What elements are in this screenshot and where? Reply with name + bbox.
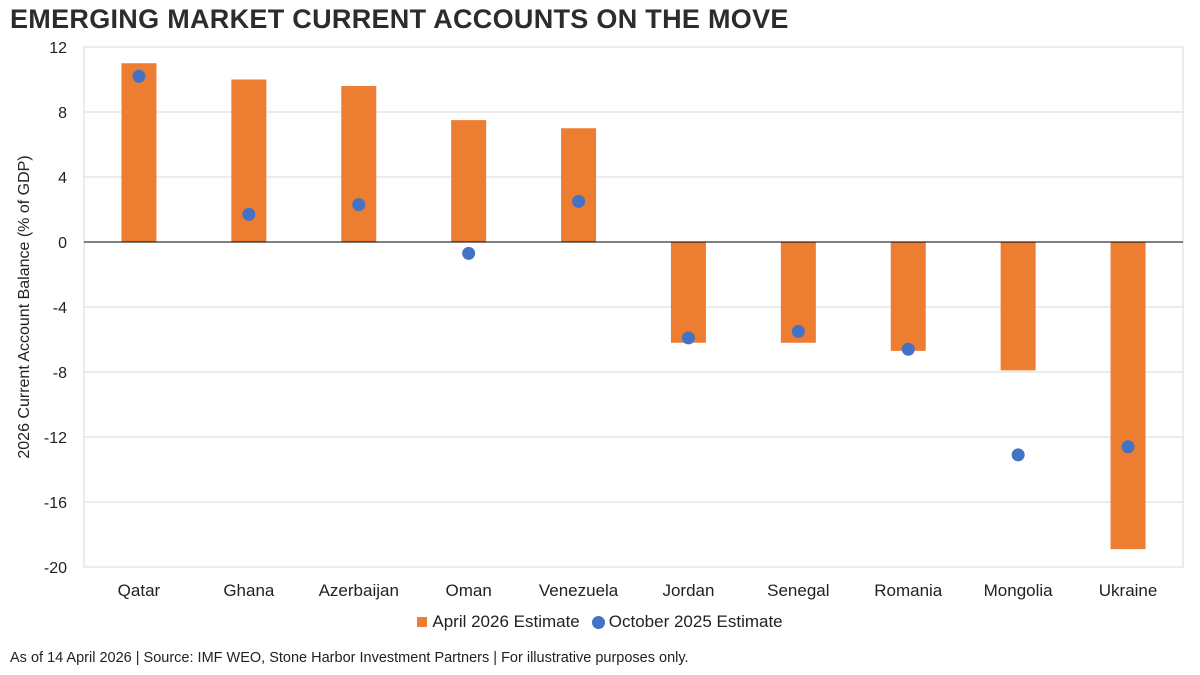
bar-venezuela	[561, 128, 597, 242]
dot-venezuela	[572, 194, 586, 208]
y-axis-label: 2026 Current Account Balance (% of GDP)	[16, 155, 33, 458]
bar-ukraine	[1110, 242, 1146, 550]
x-tick-label: Jordan	[662, 581, 714, 600]
legend-item-april: April 2026 Estimate	[417, 612, 580, 632]
bar-jordan	[670, 242, 706, 343]
x-tick-label: Qatar	[118, 581, 161, 600]
y-tick-label: 0	[58, 235, 67, 252]
x-tick-label: Senegal	[767, 581, 829, 600]
chart-title: EMERGING MARKET CURRENT ACCOUNTS ON THE …	[10, 4, 789, 34]
dot-mongolia	[1011, 448, 1025, 462]
legend: April 2026 Estimate October 2025 Estimat…	[0, 612, 1200, 632]
legend-label-october: October 2025 Estimate	[608, 612, 783, 631]
bar-mongolia	[1000, 242, 1036, 371]
x-tick-label: Oman	[446, 581, 492, 600]
y-tick-label: -20	[44, 560, 67, 577]
dot-ghana	[242, 207, 256, 221]
x-tick-label: Mongolia	[984, 581, 1054, 600]
x-tick-label: Romania	[874, 581, 943, 600]
bar-azerbaijan	[341, 86, 377, 242]
y-tick-label: 8	[58, 105, 67, 122]
bar-romania	[890, 242, 926, 351]
footer-note: As of 14 April 2026 | Source: IMF WEO, S…	[10, 650, 689, 666]
bar-oman	[451, 120, 487, 242]
y-tick-label: -12	[44, 430, 67, 447]
y-tick-label: 12	[49, 40, 67, 57]
dot-ukraine	[1121, 440, 1135, 454]
legend-bar-swatch	[417, 617, 428, 627]
y-tick-label: -8	[53, 365, 67, 382]
x-tick-label: Azerbaijan	[319, 581, 399, 600]
dot-azerbaijan	[352, 198, 366, 212]
dot-jordan	[681, 331, 695, 345]
dot-romania	[901, 342, 915, 356]
dot-senegal	[791, 324, 805, 338]
legend-item-october: October 2025 Estimate	[591, 612, 783, 632]
y-tick-label: 4	[58, 170, 67, 187]
x-tick-label: Venezuela	[539, 581, 619, 600]
legend-label-april: April 2026 Estimate	[432, 612, 580, 631]
y-tick-label: -4	[53, 300, 67, 317]
bar-qatar	[121, 63, 157, 242]
dot-qatar	[132, 69, 146, 83]
y-tick-label: -16	[44, 495, 67, 512]
dot-oman	[462, 246, 476, 260]
legend-dot-swatch	[591, 615, 605, 629]
x-tick-label: Ghana	[223, 581, 275, 600]
x-tick-label: Ukraine	[1099, 581, 1158, 600]
